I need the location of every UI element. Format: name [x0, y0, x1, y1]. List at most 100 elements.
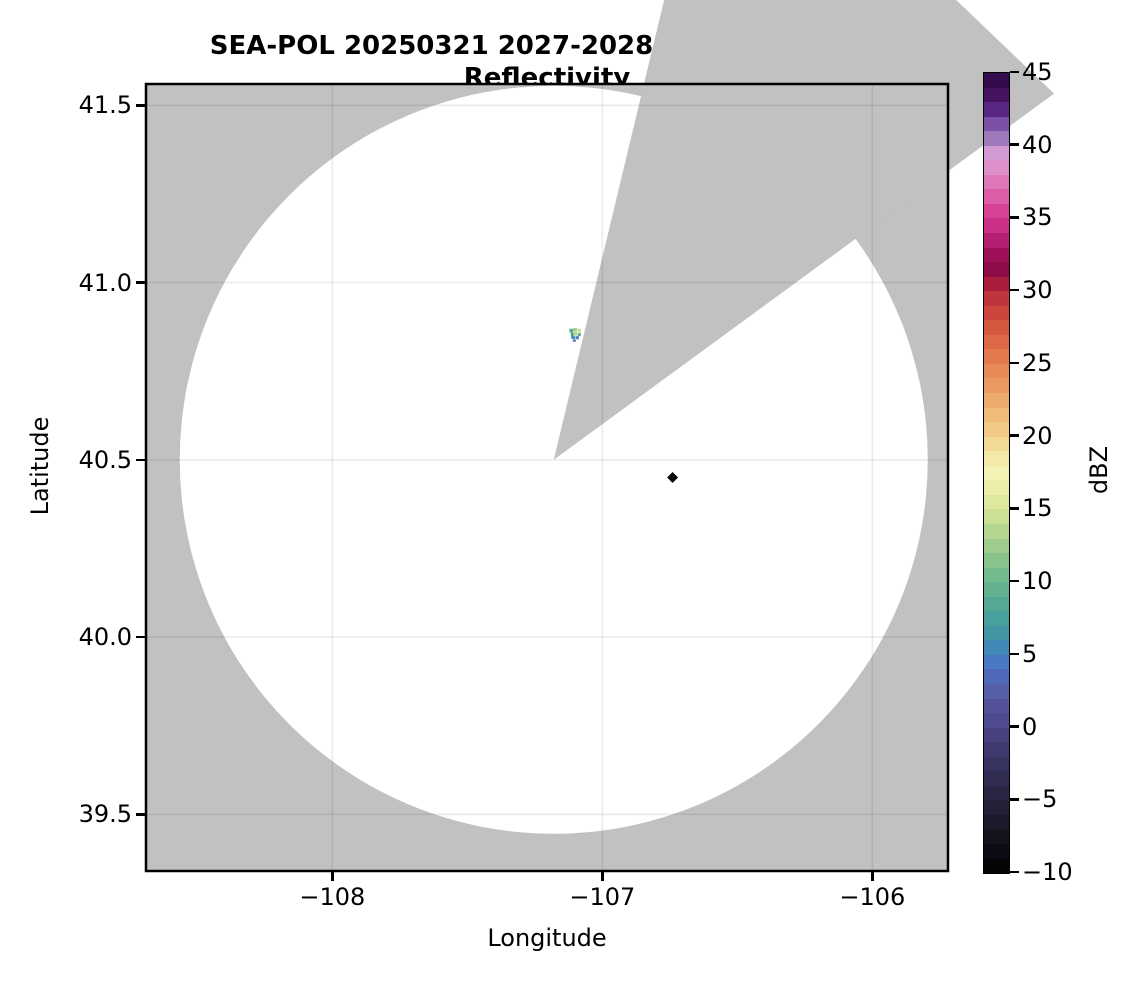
colorbar-band [984, 829, 1009, 844]
y-tick-mark [136, 281, 146, 284]
colorbar-band [984, 640, 1009, 655]
colorbar-band [984, 553, 1009, 568]
colorbar-band [984, 727, 1009, 743]
colorbar-band [984, 247, 1009, 263]
colorbar-band [984, 509, 1009, 524]
colorbar-tick-mark [1009, 216, 1019, 219]
x-axis-label: Longitude [487, 924, 607, 952]
colorbar-band [984, 480, 1009, 495]
y-tick-mark [136, 635, 146, 639]
colorbar-band [984, 494, 1009, 510]
colorbar-band [984, 203, 1009, 219]
colorbar-band [984, 349, 1009, 364]
weak-echo-cluster-cell [571, 336, 576, 340]
colorbar-band [984, 262, 1009, 277]
colorbar-band [984, 291, 1009, 306]
colorbar-band [984, 596, 1009, 612]
x-tick-mark [331, 871, 334, 881]
y-tick-label: 41.0 [78, 268, 132, 297]
colorbar-tick-mark [1009, 143, 1019, 146]
y-axis-label: Latitude [26, 416, 54, 516]
colorbar-tick-label: 25 [1022, 348, 1053, 377]
colorbar-band [984, 422, 1009, 437]
colorbar-band [984, 800, 1009, 815]
colorbar-band [984, 174, 1009, 190]
y-tick-label: 40.5 [78, 445, 132, 474]
colorbar-band [984, 611, 1009, 626]
colorbar-band [984, 334, 1009, 350]
colorbar-tick-label: 10 [1022, 567, 1053, 596]
colorbar-tick-label: −10 [1022, 858, 1073, 886]
masked-sector-wedge [553, 0, 1055, 460]
weak-echo-cluster-cell [573, 331, 578, 336]
weak-echo-cluster-cell [569, 328, 574, 333]
x-tick-mark [601, 871, 604, 881]
colorbar-band [984, 393, 1009, 408]
colorbar-band [984, 756, 1009, 772]
x-tick-label: −107 [569, 883, 636, 911]
colorbar-tick-mark [1009, 870, 1019, 874]
colorbar-band [984, 189, 1009, 204]
colorbar-band [984, 465, 1009, 481]
colorbar-band [984, 451, 1009, 466]
colorbar-band [984, 843, 1009, 859]
colorbar-band [984, 233, 1009, 248]
colorbar-band [984, 523, 1009, 539]
x-tick-mark [871, 871, 874, 881]
colorbar-band [984, 698, 1009, 714]
y-tick-mark [136, 813, 146, 816]
colorbar-band [984, 73, 1009, 88]
colorbar-band [984, 771, 1009, 786]
colorbar-band [984, 145, 1009, 161]
colorbar-band [984, 858, 1009, 874]
colorbar-tick-label: 40 [1022, 130, 1053, 159]
colorbar-band [984, 131, 1009, 146]
colorbar-band [984, 814, 1009, 830]
colorbar-band [984, 87, 1009, 103]
y-tick-label: 40.0 [78, 623, 132, 652]
weak-echo-cluster-cell [570, 332, 574, 337]
y-tick-mark [136, 458, 146, 462]
radar-map [144, 0, 1055, 873]
colorbar-tick-mark [1009, 798, 1019, 801]
colorbar-tick-mark [1009, 361, 1019, 365]
y-tick-label: 41.5 [78, 91, 132, 120]
colorbar-band [984, 102, 1009, 117]
colorbar-band [984, 654, 1009, 670]
colorbar-tick-label: 30 [1022, 276, 1053, 305]
colorbar-band [984, 538, 1009, 554]
weak-echo-cluster-cell [577, 328, 581, 333]
colorbar-tick-mark [1009, 725, 1019, 728]
colorbar-tick-mark [1009, 70, 1019, 74]
colorbar-label: dBZ [1085, 445, 1113, 495]
colorbar-tick-label: 0 [1022, 712, 1038, 741]
colorbar-tick-label: 5 [1022, 639, 1038, 668]
colorbar-band [984, 378, 1009, 394]
weak-echo-cluster-cell [573, 328, 578, 332]
colorbar-band [984, 582, 1009, 597]
colorbar-band [984, 305, 1009, 321]
colorbar-tick-mark [1009, 579, 1019, 583]
colorbar-tick-mark [1009, 434, 1019, 437]
colorbar-band [984, 669, 1009, 684]
x-tick-label: −108 [299, 883, 366, 911]
colorbar-band [984, 276, 1009, 292]
colorbar-band [984, 116, 1009, 132]
y-tick-mark [136, 104, 146, 107]
colorbar-band [984, 407, 1009, 423]
colorbar-band [984, 785, 1009, 801]
colorbar-band [984, 363, 1009, 379]
axes-spines [144, 82, 950, 873]
colorbar-band [984, 436, 1009, 452]
colorbar-tick-mark [1009, 507, 1019, 510]
colorbar-band [984, 742, 1009, 757]
colorbar-tick-mark [1009, 652, 1019, 656]
weak-echo-cluster-cell [575, 336, 579, 340]
colorbar-tick-label: 35 [1022, 203, 1053, 232]
y-tick-label: 39.5 [78, 800, 132, 829]
colorbar-tick-label: −5 [1022, 785, 1058, 814]
colorbar-band [984, 567, 1009, 583]
x-tick-label: −106 [839, 883, 906, 911]
colorbar-band [984, 713, 1009, 728]
